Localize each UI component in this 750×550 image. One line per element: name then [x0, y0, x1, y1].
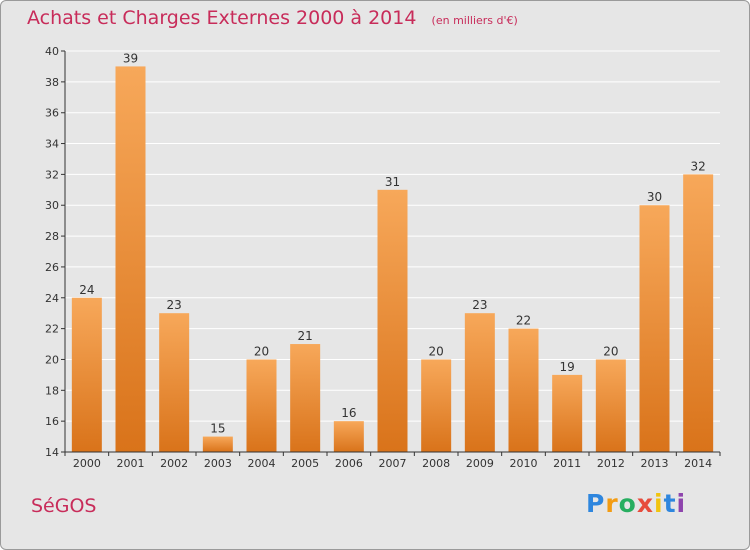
value-label-2004: 20 — [254, 344, 269, 358]
x-tick-label-2007: 2007 — [379, 457, 407, 470]
bar-2001 — [115, 66, 146, 452]
value-label-2008: 20 — [429, 344, 444, 358]
y-tick-label: 16 — [45, 415, 59, 428]
value-label-2003: 15 — [210, 422, 225, 436]
y-tick-label: 26 — [45, 261, 59, 274]
bar-2005 — [290, 344, 321, 452]
value-label-2001: 39 — [123, 51, 138, 65]
bar-2011 — [552, 374, 583, 452]
x-tick-label-2001: 2001 — [117, 457, 145, 470]
bar-2012 — [595, 359, 626, 452]
y-tick-label: 24 — [45, 292, 59, 305]
logo-letter: P — [586, 489, 606, 518]
y-tick-label: 18 — [45, 384, 59, 397]
x-tick-label-2002: 2002 — [160, 457, 188, 470]
bar-2008 — [421, 359, 452, 452]
logo-letter: i — [676, 489, 687, 518]
value-label-2002: 23 — [167, 298, 182, 312]
logo-letter: x — [636, 489, 654, 518]
bar-2004 — [246, 359, 277, 452]
y-tick-label: 40 — [45, 45, 59, 58]
value-label-2013: 30 — [647, 190, 662, 204]
value-label-2005: 21 — [298, 329, 313, 343]
y-tick-label: 30 — [45, 199, 59, 212]
value-label-2012: 20 — [603, 344, 618, 358]
value-label-2009: 23 — [472, 298, 487, 312]
bar-2009 — [464, 313, 495, 452]
y-tick-label: 22 — [45, 323, 59, 336]
labels: 14 16 18 20 22 24 26 28 30 32 34 36 38 40 24 2000 39 2001… — [45, 45, 712, 470]
y-tick-label: 20 — [45, 353, 59, 366]
y-tick-label: 36 — [45, 107, 59, 120]
x-tick-label-2014: 2014 — [684, 457, 712, 470]
y-tick-label: 28 — [45, 230, 59, 243]
proxiti-logo[interactable]: Proxiti — [586, 489, 686, 518]
y-tick-label: 14 — [45, 446, 59, 459]
x-tick-label-2004: 2004 — [248, 457, 276, 470]
x-tick-label-2006: 2006 — [335, 457, 363, 470]
x-tick-label-2000: 2000 — [73, 457, 101, 470]
y-tick-label: 32 — [45, 168, 59, 181]
value-label-2006: 16 — [341, 406, 356, 420]
bar-2013 — [639, 205, 670, 452]
commune-name: SéGOS — [31, 495, 97, 517]
bar-2007 — [377, 189, 408, 453]
logo-letter: t — [663, 489, 677, 518]
x-tick-label-2005: 2005 — [291, 457, 319, 470]
bar-2014 — [683, 174, 714, 452]
x-tick-label-2009: 2009 — [466, 457, 494, 470]
bar-2003 — [202, 436, 233, 452]
bars — [71, 66, 714, 453]
title-row: Achats et Charges Externes 2000 à 2014 (… — [27, 7, 518, 29]
value-label-2000: 24 — [79, 283, 94, 297]
x-tick-label-2013: 2013 — [641, 457, 669, 470]
x-tick-label-2008: 2008 — [422, 457, 450, 470]
bar-2000 — [71, 297, 102, 452]
x-tick-label-2010: 2010 — [510, 457, 538, 470]
bar-2006 — [333, 421, 364, 452]
y-tick-label: 34 — [45, 138, 59, 151]
bar-2010 — [508, 328, 539, 452]
x-tick-label-2012: 2012 — [597, 457, 625, 470]
x-tick-label-2011: 2011 — [553, 457, 581, 470]
value-label-2014: 32 — [691, 159, 706, 173]
logo-letter: r — [605, 489, 619, 518]
y-tick-label: 38 — [45, 76, 59, 89]
logo-letter: i — [654, 489, 664, 518]
value-label-2010: 22 — [516, 314, 531, 328]
value-label-2007: 31 — [385, 175, 400, 189]
chart-subtitle: (en milliers d'€) — [431, 14, 518, 27]
value-label-2011: 19 — [560, 360, 575, 374]
logo-letter: o — [618, 489, 637, 518]
x-tick-label-2003: 2003 — [204, 457, 232, 470]
axes — [61, 50, 721, 456]
chart-title: Achats et Charges Externes 2000 à 2014 — [27, 7, 417, 29]
bar-2002 — [159, 313, 190, 452]
